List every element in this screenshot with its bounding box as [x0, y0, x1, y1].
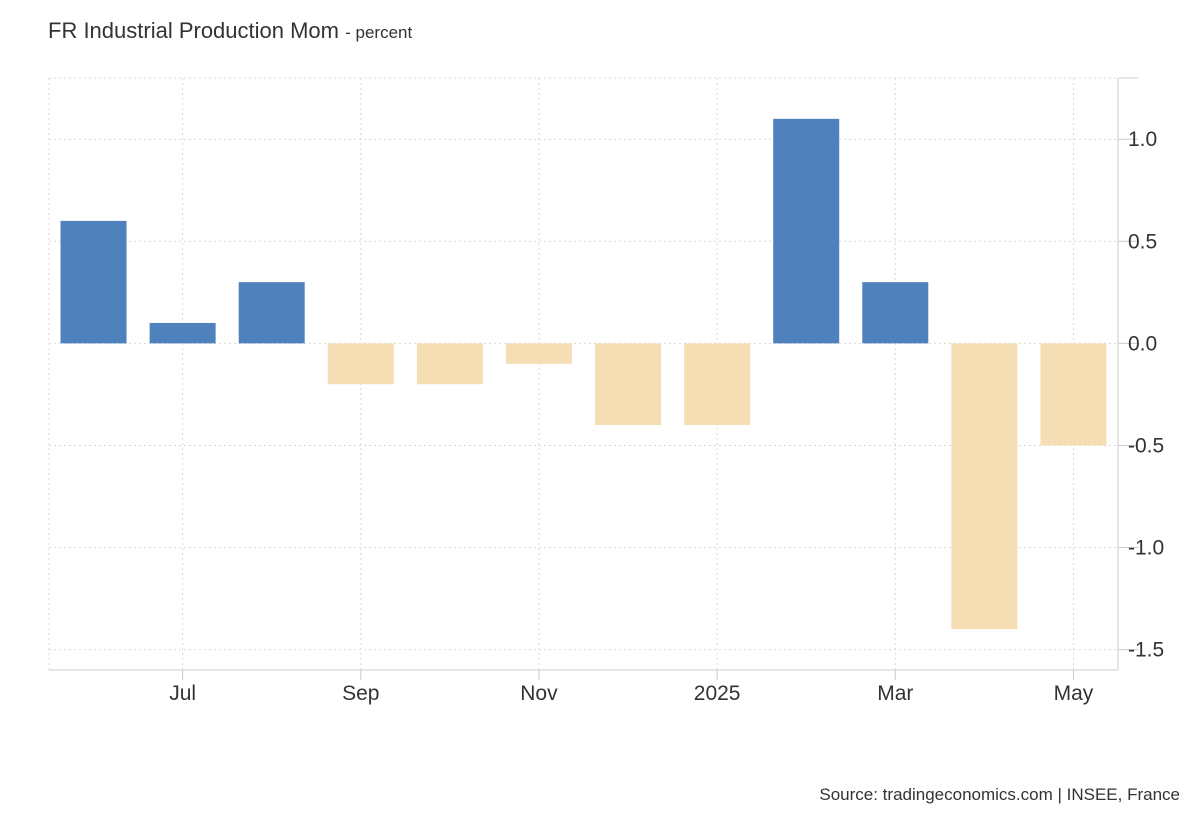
- y-tick-label: 0.5: [1128, 230, 1157, 253]
- bar-may-2025: [1040, 343, 1107, 446]
- x-tick-label: May: [1054, 682, 1094, 705]
- bar-feb-2025: [773, 118, 840, 344]
- bar-jun-2024: [60, 220, 127, 344]
- bar-dec-2024: [595, 343, 662, 426]
- y-tick-label: -1.0: [1128, 537, 1164, 560]
- chart-title: FR Industrial Production Mom - percent: [48, 18, 412, 44]
- bar-nov-2024: [505, 343, 572, 364]
- bar-aug-2024: [238, 282, 305, 344]
- bar-mar-2025: [862, 282, 929, 344]
- y-tick-label: -0.5: [1128, 434, 1164, 457]
- y-tick-label: 0.0: [1128, 332, 1157, 355]
- bar-jul-2024: [149, 322, 216, 344]
- bar-apr-2025: [951, 343, 1018, 630]
- bar-oct-2024: [416, 343, 483, 385]
- x-tick-label: 2025: [694, 682, 741, 705]
- y-tick-label: -1.5: [1128, 639, 1164, 662]
- y-tick-label: 1.0: [1128, 128, 1157, 151]
- source-note: Source: tradingeconomics.com | INSEE, Fr…: [819, 785, 1180, 804]
- bar-sep-2024: [327, 343, 394, 385]
- x-tick-label: Mar: [877, 682, 913, 705]
- x-tick-label: Jul: [169, 682, 196, 705]
- chart-unit: - percent: [345, 23, 413, 42]
- x-tick-label: Nov: [520, 682, 558, 705]
- bar-jan-2025: [684, 343, 751, 426]
- chart-title-text: FR Industrial Production Mom: [48, 18, 339, 43]
- x-tick-label: Sep: [342, 682, 379, 705]
